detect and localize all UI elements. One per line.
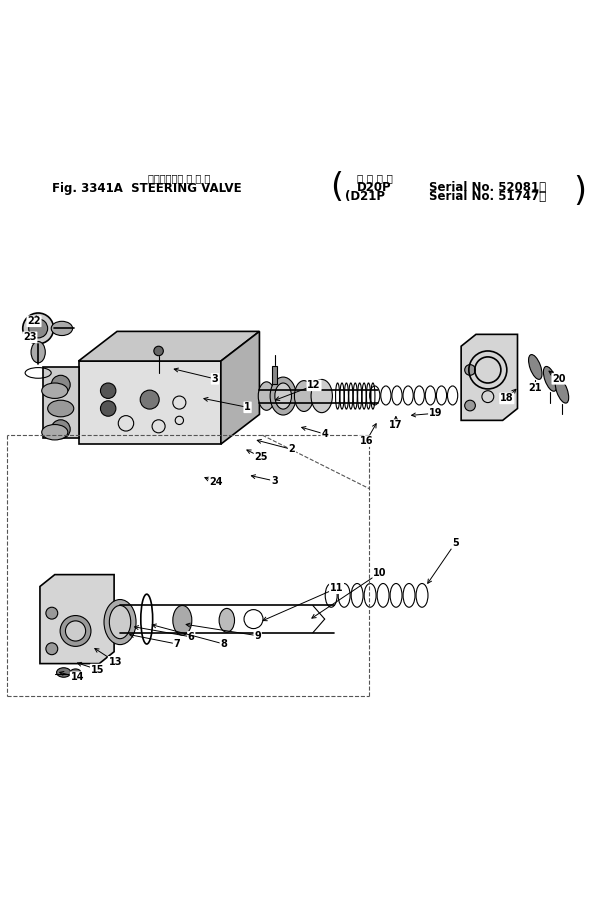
Ellipse shape	[70, 669, 81, 676]
Text: 19: 19	[429, 409, 442, 419]
Text: 25: 25	[254, 452, 268, 462]
Circle shape	[465, 400, 476, 411]
Circle shape	[101, 383, 116, 399]
Text: 2: 2	[288, 445, 296, 455]
Ellipse shape	[51, 322, 73, 335]
Text: 6: 6	[188, 631, 195, 641]
Circle shape	[60, 615, 91, 646]
Circle shape	[46, 607, 58, 619]
Polygon shape	[221, 332, 259, 444]
Ellipse shape	[294, 381, 313, 411]
Text: 21: 21	[529, 382, 542, 392]
Text: Serial No. 52081〜: Serial No. 52081〜	[429, 180, 545, 194]
Text: 14: 14	[70, 672, 84, 682]
Ellipse shape	[154, 346, 163, 356]
Ellipse shape	[42, 425, 68, 440]
Text: 13: 13	[108, 657, 122, 667]
Ellipse shape	[529, 354, 542, 380]
Text: ): )	[573, 175, 586, 207]
Text: Fig. 3341A  STEERING VALVE: Fig. 3341A STEERING VALVE	[52, 182, 241, 195]
Text: 12: 12	[308, 381, 321, 390]
Text: 24: 24	[209, 477, 223, 487]
Text: 9: 9	[254, 631, 261, 641]
Polygon shape	[43, 367, 79, 439]
Circle shape	[51, 375, 70, 394]
Text: 4: 4	[321, 429, 328, 439]
Ellipse shape	[48, 400, 74, 417]
Ellipse shape	[173, 605, 192, 635]
Circle shape	[29, 319, 48, 338]
Circle shape	[465, 364, 476, 375]
Text: 3: 3	[271, 476, 278, 486]
Ellipse shape	[258, 381, 275, 410]
Text: 7: 7	[173, 639, 181, 649]
Circle shape	[101, 400, 116, 416]
Circle shape	[51, 419, 70, 439]
Text: 8: 8	[221, 639, 227, 649]
Text: 18: 18	[500, 393, 514, 403]
Text: ステアリング バ ル ブ: ステアリング バ ル ブ	[148, 173, 210, 183]
Text: 17: 17	[389, 420, 403, 430]
Text: 11: 11	[330, 583, 343, 593]
Text: Serial No. 51747〜: Serial No. 51747〜	[429, 189, 545, 203]
Ellipse shape	[275, 383, 291, 410]
Text: (D21P: (D21P	[346, 189, 386, 203]
Ellipse shape	[109, 605, 131, 639]
Polygon shape	[79, 332, 259, 361]
Ellipse shape	[31, 342, 45, 362]
Text: 5: 5	[452, 538, 458, 548]
Ellipse shape	[57, 668, 71, 678]
Polygon shape	[461, 334, 517, 420]
Ellipse shape	[104, 600, 136, 644]
Text: 15: 15	[91, 664, 104, 675]
Text: 22: 22	[27, 316, 41, 326]
Text: 20: 20	[552, 374, 566, 384]
Circle shape	[23, 313, 54, 344]
Ellipse shape	[555, 379, 569, 403]
Text: 10: 10	[373, 568, 387, 578]
Text: D20P: D20P	[358, 180, 392, 194]
Circle shape	[140, 390, 159, 410]
Polygon shape	[40, 574, 114, 663]
Text: 23: 23	[23, 333, 36, 342]
Bar	[272, 366, 277, 383]
Circle shape	[66, 621, 86, 641]
Ellipse shape	[270, 377, 296, 415]
Ellipse shape	[42, 383, 68, 399]
Text: 16: 16	[359, 436, 373, 446]
Circle shape	[46, 643, 58, 655]
Ellipse shape	[544, 366, 557, 391]
Text: 3: 3	[212, 374, 218, 384]
Polygon shape	[79, 361, 221, 444]
Text: (: (	[330, 170, 343, 204]
Ellipse shape	[311, 380, 333, 412]
Ellipse shape	[219, 609, 234, 632]
Text: 適 用 号 機: 適 用 号 機	[358, 173, 393, 183]
Text: 1: 1	[244, 402, 251, 412]
